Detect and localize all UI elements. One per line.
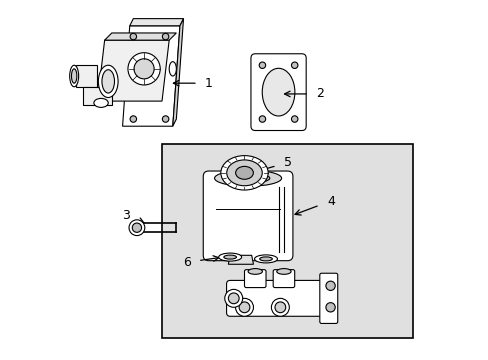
Circle shape <box>130 116 136 122</box>
Circle shape <box>224 289 242 307</box>
Polygon shape <box>76 65 97 87</box>
Polygon shape <box>97 40 169 101</box>
Circle shape <box>325 281 335 291</box>
Ellipse shape <box>262 68 294 116</box>
Polygon shape <box>172 19 183 126</box>
Circle shape <box>271 298 289 316</box>
Circle shape <box>259 116 265 122</box>
Text: 2: 2 <box>316 87 324 100</box>
Ellipse shape <box>247 269 262 274</box>
Circle shape <box>235 298 253 316</box>
Text: 1: 1 <box>204 77 212 90</box>
FancyBboxPatch shape <box>244 270 265 288</box>
Circle shape <box>325 303 335 312</box>
Circle shape <box>129 220 144 235</box>
Text: 5: 5 <box>284 156 291 168</box>
FancyBboxPatch shape <box>203 171 292 261</box>
Circle shape <box>291 62 297 68</box>
Ellipse shape <box>218 253 241 261</box>
Ellipse shape <box>224 255 236 259</box>
Ellipse shape <box>276 269 290 274</box>
Circle shape <box>128 53 160 85</box>
Polygon shape <box>104 33 176 40</box>
Circle shape <box>228 293 239 304</box>
Text: 6: 6 <box>183 256 190 269</box>
Circle shape <box>274 302 285 313</box>
Ellipse shape <box>98 65 118 98</box>
Polygon shape <box>122 26 180 126</box>
Bar <box>162 144 412 338</box>
Circle shape <box>130 33 136 40</box>
Circle shape <box>162 116 168 122</box>
Circle shape <box>134 59 154 79</box>
FancyBboxPatch shape <box>319 273 337 323</box>
Ellipse shape <box>102 70 114 93</box>
Ellipse shape <box>221 156 267 190</box>
Ellipse shape <box>226 160 262 186</box>
Circle shape <box>291 116 297 122</box>
Polygon shape <box>129 19 183 26</box>
Polygon shape <box>83 87 112 105</box>
Ellipse shape <box>94 98 108 107</box>
Circle shape <box>239 302 249 313</box>
Circle shape <box>259 62 265 68</box>
Circle shape <box>162 33 168 40</box>
Ellipse shape <box>254 255 277 263</box>
Ellipse shape <box>214 170 281 186</box>
Text: 3: 3 <box>122 210 129 222</box>
FancyBboxPatch shape <box>226 280 326 316</box>
Ellipse shape <box>259 257 272 261</box>
Ellipse shape <box>169 62 176 76</box>
Circle shape <box>132 223 142 232</box>
FancyBboxPatch shape <box>273 270 294 288</box>
Text: 4: 4 <box>326 195 334 208</box>
Ellipse shape <box>71 69 77 83</box>
Ellipse shape <box>226 173 269 183</box>
Polygon shape <box>228 255 253 264</box>
Ellipse shape <box>235 166 253 179</box>
FancyBboxPatch shape <box>250 54 305 131</box>
Ellipse shape <box>69 65 79 87</box>
